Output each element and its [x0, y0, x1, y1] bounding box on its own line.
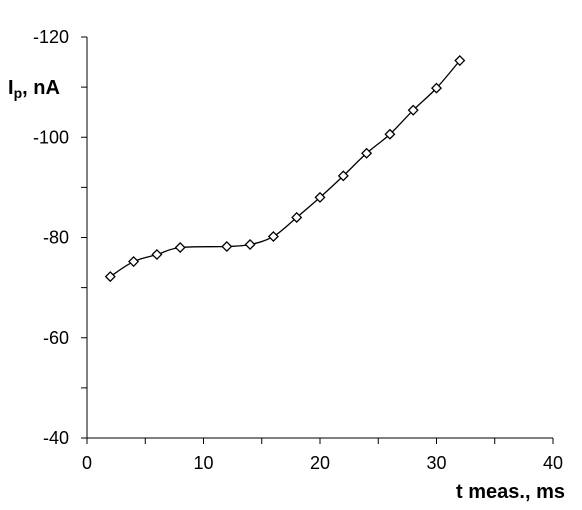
data-point — [314, 191, 326, 203]
x-axis-title: t meas., ms — [456, 481, 565, 503]
y-axis-title-sub: p — [14, 85, 23, 101]
data-point — [361, 147, 373, 159]
y-axis-title-main: I — [8, 77, 14, 99]
data-point — [337, 170, 349, 182]
y-tick-label: -100 — [33, 127, 69, 147]
data-point — [104, 271, 116, 283]
y-axis-title-suffix: , nA — [22, 77, 60, 99]
y-axis-title: Ip, nA — [8, 77, 60, 101]
data-point — [151, 249, 163, 261]
axes — [86, 37, 553, 439]
data-point — [221, 241, 233, 253]
data-point — [454, 55, 466, 67]
series-line — [109, 60, 461, 278]
data-point — [128, 256, 140, 268]
x-tick-label: 40 — [543, 453, 563, 473]
x-tick-label: 30 — [426, 453, 446, 473]
ticks: -40 -60 -80 -100 -120 0 10 20 30 40 — [33, 27, 563, 473]
data-point — [407, 104, 419, 116]
y-tick-label: -80 — [43, 228, 69, 248]
data-point — [174, 242, 186, 254]
series — [104, 55, 466, 283]
data-point — [267, 230, 279, 243]
x-tick-label: 20 — [310, 453, 330, 473]
data-point — [430, 82, 443, 94]
y-tick-label: -60 — [43, 328, 69, 348]
data-point — [291, 211, 303, 223]
y-tick-label: -40 — [43, 428, 69, 448]
x-tick-label: 0 — [82, 453, 92, 473]
data-point — [384, 128, 396, 140]
y-tick-label: -120 — [33, 27, 69, 47]
x-tick-label: 10 — [193, 453, 213, 473]
data-point — [244, 238, 256, 251]
